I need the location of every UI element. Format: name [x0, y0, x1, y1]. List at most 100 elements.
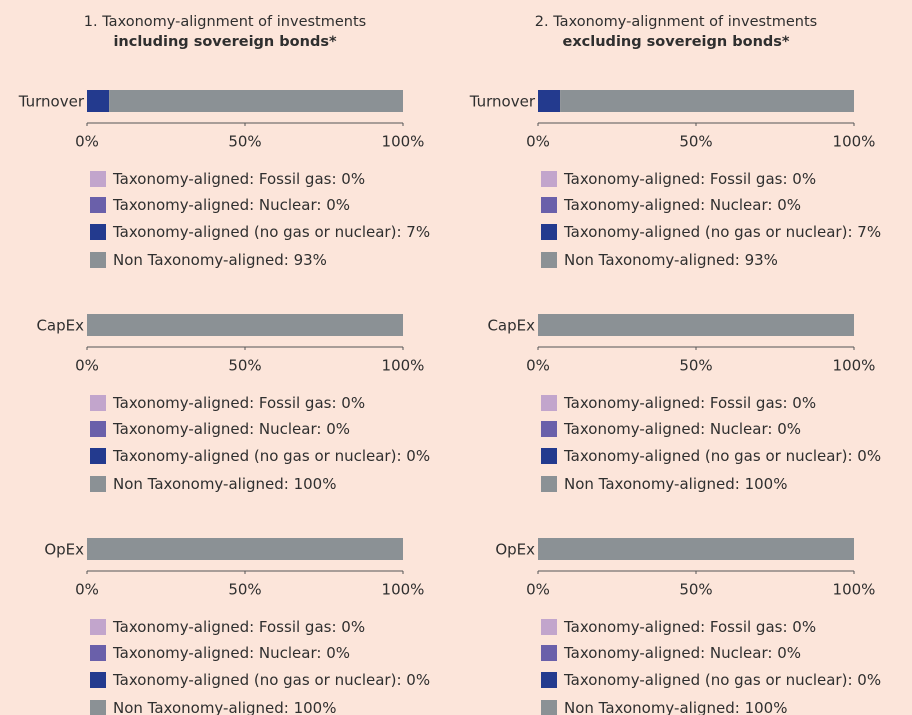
legend-name: Non Taxonomy-aligned: [564, 475, 735, 493]
legend-swatch: [541, 672, 557, 688]
bar-segment: [87, 538, 403, 560]
bar-segment: [538, 314, 854, 336]
legend-value: 0%: [341, 618, 365, 636]
legend-label: Taxonomy-aligned (no gas or nuclear): 0%: [563, 671, 881, 689]
legend-label: Non Taxonomy-aligned: 100%: [564, 475, 787, 493]
legend-name: Taxonomy-aligned (no gas or nuclear): [112, 223, 396, 241]
chart-title: 2. Taxonomy-alignment of investments: [535, 14, 817, 30]
legend-name: Taxonomy-aligned: Fossil gas: [112, 394, 332, 412]
x-tick-label: 0%: [75, 581, 99, 599]
legend-swatch: [90, 421, 106, 437]
legend-name: Taxonomy-aligned (no gas or nuclear): [563, 223, 847, 241]
x-tick-label: 50%: [228, 357, 261, 375]
legend-name: Taxonomy-aligned: Fossil gas: [112, 618, 332, 636]
legend-swatch: [90, 224, 106, 240]
legend-value: 100%: [294, 475, 337, 493]
legend-label: Taxonomy-aligned: Nuclear: 0%: [112, 420, 350, 438]
category-label: CapEx: [36, 317, 84, 335]
legend-swatch: [541, 421, 557, 437]
legend-name: Taxonomy-aligned: Nuclear: [563, 196, 768, 214]
legend-label: Taxonomy-aligned (no gas or nuclear): 7%: [112, 223, 430, 241]
legend-label: Taxonomy-aligned: Nuclear: 0%: [563, 420, 801, 438]
legend-name: Taxonomy-aligned: Fossil gas: [112, 170, 332, 188]
legend-value: 7%: [406, 223, 430, 241]
legend-name: Non Taxonomy-aligned: [113, 699, 284, 715]
category-label: OpEx: [44, 541, 84, 559]
legend-value: 0%: [326, 644, 350, 662]
bar-segment: [538, 90, 561, 112]
x-tick-label: 50%: [679, 133, 712, 151]
legend-swatch: [541, 645, 557, 661]
legend-name: Taxonomy-aligned (no gas or nuclear): [563, 447, 847, 465]
legend-label: Taxonomy-aligned: Fossil gas: 0%: [112, 394, 365, 412]
x-tick-label: 0%: [526, 581, 550, 599]
legend-swatch: [541, 476, 557, 492]
legend-label: Non Taxonomy-aligned: 100%: [113, 699, 336, 715]
legend-label: Taxonomy-aligned: Nuclear: 0%: [563, 644, 801, 662]
legend-swatch: [541, 700, 557, 715]
legend-label: Taxonomy-aligned: Fossil gas: 0%: [563, 170, 816, 188]
x-tick-label: 50%: [228, 133, 261, 151]
legend-swatch: [90, 645, 106, 661]
x-tick-label: 0%: [75, 357, 99, 375]
legend-label: Non Taxonomy-aligned: 93%: [113, 251, 327, 269]
legend-value: 0%: [406, 447, 430, 465]
legend-value: 93%: [745, 251, 778, 269]
legend-name: Non Taxonomy-aligned: [564, 251, 735, 269]
legend-swatch: [541, 395, 557, 411]
legend-name: Taxonomy-aligned: Fossil gas: [563, 618, 783, 636]
x-tick-label: 50%: [679, 357, 712, 375]
x-tick-label: 100%: [382, 581, 425, 599]
bar-segment: [109, 90, 404, 112]
legend-value: 100%: [745, 699, 788, 715]
x-tick-label: 50%: [679, 581, 712, 599]
legend-name: Non Taxonomy-aligned: [113, 251, 284, 269]
legend-value: 0%: [857, 447, 881, 465]
legend-value: 100%: [294, 699, 337, 715]
legend-name: Non Taxonomy-aligned: [564, 699, 735, 715]
legend-swatch: [541, 448, 557, 464]
legend-name: Taxonomy-aligned: Nuclear: [112, 196, 317, 214]
chart-title: 1. Taxonomy-alignment of investments: [84, 14, 366, 30]
legend-value: 0%: [406, 671, 430, 689]
legend-swatch: [541, 197, 557, 213]
legend-value: 0%: [792, 618, 816, 636]
legend-value: 100%: [745, 475, 788, 493]
category-label: OpEx: [495, 541, 535, 559]
legend-name: Taxonomy-aligned: Fossil gas: [563, 394, 783, 412]
legend-value: 0%: [857, 671, 881, 689]
legend-swatch: [541, 252, 557, 268]
legend-name: Taxonomy-aligned (no gas or nuclear): [112, 671, 396, 689]
legend-swatch: [90, 252, 106, 268]
legend-swatch: [90, 672, 106, 688]
legend-swatch: [90, 171, 106, 187]
legend-name: Taxonomy-aligned (no gas or nuclear): [563, 671, 847, 689]
bar-segment: [538, 538, 854, 560]
legend-value: 0%: [341, 394, 365, 412]
legend-value: 0%: [777, 644, 801, 662]
legend-name: Taxonomy-aligned (no gas or nuclear): [112, 447, 396, 465]
legend-label: Taxonomy-aligned (no gas or nuclear): 0%: [563, 447, 881, 465]
legend-label: Taxonomy-aligned: Nuclear: 0%: [563, 196, 801, 214]
legend-swatch: [90, 476, 106, 492]
legend-swatch: [90, 700, 106, 715]
x-tick-label: 0%: [75, 133, 99, 151]
legend-label: Non Taxonomy-aligned: 93%: [564, 251, 778, 269]
bar-segment: [87, 90, 110, 112]
legend-value: 0%: [777, 196, 801, 214]
x-tick-label: 100%: [382, 357, 425, 375]
chart-subtitle: including sovereign bonds*: [113, 34, 337, 50]
legend-swatch: [90, 619, 106, 635]
legend-value: 0%: [341, 170, 365, 188]
legend-label: Non Taxonomy-aligned: 100%: [564, 699, 787, 715]
legend-label: Taxonomy-aligned (no gas or nuclear): 7%: [563, 223, 881, 241]
legend-swatch: [90, 448, 106, 464]
legend-name: Taxonomy-aligned: Fossil gas: [563, 170, 783, 188]
category-label: CapEx: [487, 317, 535, 335]
legend-label: Taxonomy-aligned: Nuclear: 0%: [112, 196, 350, 214]
legend-name: Non Taxonomy-aligned: [113, 475, 284, 493]
legend-label: Taxonomy-aligned: Fossil gas: 0%: [112, 170, 365, 188]
legend-swatch: [90, 395, 106, 411]
x-tick-label: 100%: [833, 133, 876, 151]
